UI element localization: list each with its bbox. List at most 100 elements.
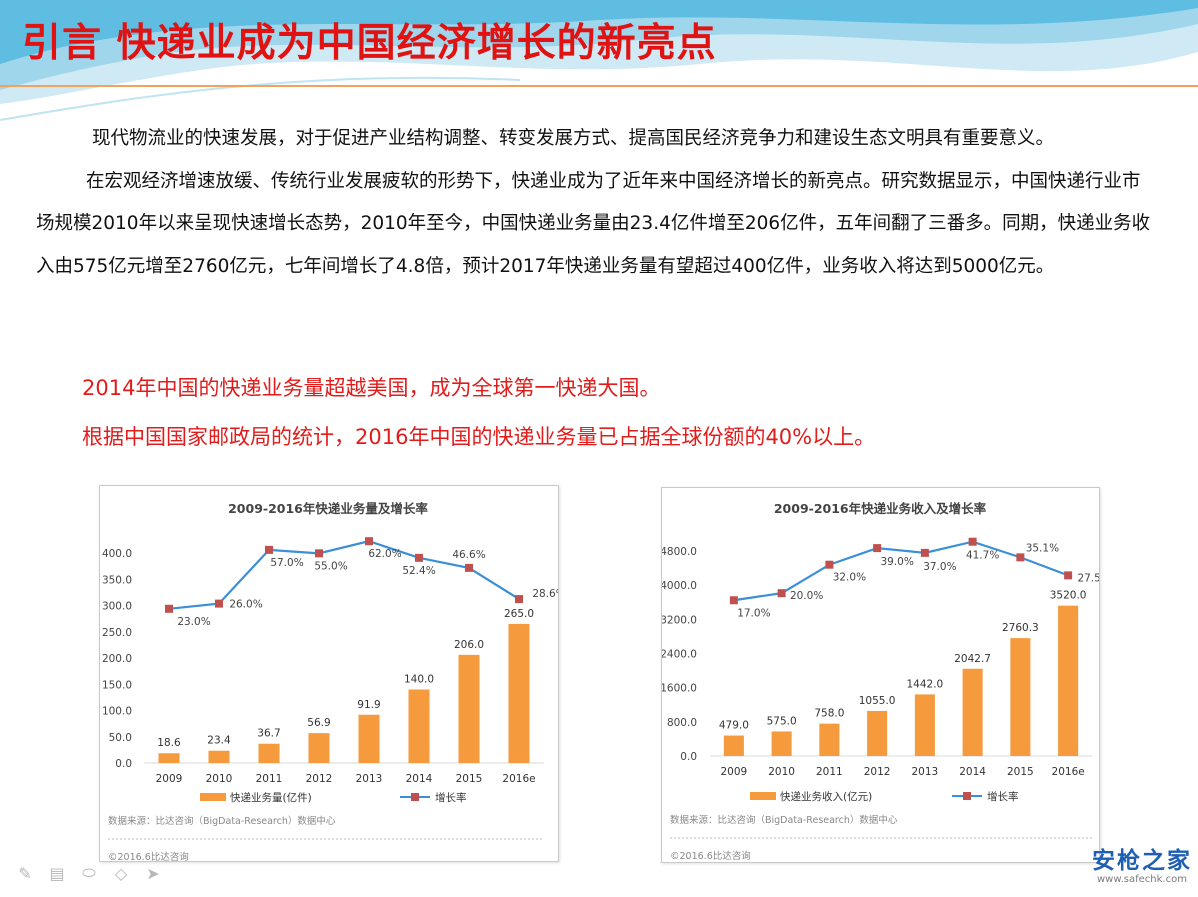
bar-value-label: 140.0 xyxy=(404,674,434,686)
bar-value-label: 1055.0 xyxy=(859,695,896,707)
growth-value-label: 46.6% xyxy=(452,549,485,561)
chart-source: 数据来源：比达咨询（BigData-Research）数据中心 xyxy=(670,814,898,826)
title-divider xyxy=(0,85,1198,87)
header-wave-decoration xyxy=(0,0,1198,121)
chart-card-revenue: 2009-2016年快递业务收入及增长率 0.0 800.0 1600.0 2400.0… xyxy=(661,487,1100,863)
growth-value-label: 23.0% xyxy=(177,616,210,628)
x-tick-label: 2012 xyxy=(306,773,333,785)
growth-value-label: 41.7% xyxy=(966,550,999,562)
bar-value-label: 18.6 xyxy=(157,737,181,749)
y-tick-label: 3200.0 xyxy=(662,614,697,626)
bar-value-label: 575.0 xyxy=(767,715,797,727)
bar-value-label: 265.0 xyxy=(504,608,534,620)
growth-marker xyxy=(777,589,786,598)
x-tick-label: 2009 xyxy=(721,766,748,778)
bar-value-label: 36.7 xyxy=(257,728,280,740)
slides-icon[interactable]: ▤ xyxy=(49,863,65,883)
x-tick-label: 2010 xyxy=(768,766,795,778)
growth-marker xyxy=(1016,553,1025,562)
bar xyxy=(458,654,480,763)
y-tick-label: 0.0 xyxy=(680,751,697,763)
growth-marker xyxy=(515,595,523,604)
growth-marker xyxy=(465,563,473,572)
growth-value-label: 17.0% xyxy=(737,607,770,619)
bar xyxy=(408,689,430,763)
bar xyxy=(208,750,230,763)
bar-value-label: 91.9 xyxy=(357,699,380,711)
growth-value-label: 55.0% xyxy=(314,560,347,572)
bar-value-label: 479.0 xyxy=(719,720,749,732)
bar xyxy=(308,733,330,763)
x-tick-label: 2009 xyxy=(156,773,183,785)
x-tick-label: 2016e xyxy=(1052,766,1085,778)
legend-label-line: 增长率 xyxy=(435,791,467,804)
chart-source: 数据来源：比达咨询（BigData-Research）数据中心 xyxy=(108,815,336,827)
legend-swatch-bar xyxy=(200,793,226,801)
bar xyxy=(158,753,180,763)
body-text: 现代物流业的快速发展，对于促进产业结构调整、转变发展方式、提高国民经济竞争力和建… xyxy=(36,118,1156,288)
bar-value-label: 1442.0 xyxy=(907,678,944,690)
growth-marker xyxy=(873,544,882,553)
bar xyxy=(358,714,380,763)
x-tick-label: 2011 xyxy=(816,766,843,778)
y-tick-label: 50.0 xyxy=(109,732,132,744)
legend-label-line: 增长率 xyxy=(987,790,1019,803)
bar-value-label: 56.9 xyxy=(307,717,330,729)
y-tick-label: 4000.0 xyxy=(662,580,697,592)
bar-value-label: 2042.7 xyxy=(954,653,991,665)
pointer-icon[interactable]: ➤ xyxy=(146,863,160,883)
growth-value-label: 20.0% xyxy=(790,590,823,602)
slideshow-toolbar: ✎ ▤ ⬭ ◇ ➤ xyxy=(14,862,164,884)
x-tick-label: 2014 xyxy=(406,773,433,785)
growth-marker xyxy=(315,549,323,558)
eraser-icon[interactable]: ◇ xyxy=(114,863,128,883)
slide-title: 引言 快递业成为中国经济增长的新亮点 xyxy=(22,21,717,66)
y-tick-label: 2400.0 xyxy=(662,649,697,661)
chart-title: 2009-2016年快递业务收入及增长率 xyxy=(774,501,987,516)
x-tick-label: 2013 xyxy=(356,773,383,785)
growth-value-label: 52.4% xyxy=(402,565,435,577)
x-tick-label: 2013 xyxy=(912,766,939,778)
y-tick-label: 200.0 xyxy=(102,653,132,665)
growth-value-label: 35.1% xyxy=(1026,542,1059,554)
bar xyxy=(867,710,888,756)
watermark-url: www.safechk.com xyxy=(1097,874,1187,885)
y-tick-label: 1600.0 xyxy=(662,683,697,695)
bar xyxy=(819,723,840,756)
legend-swatch-bar xyxy=(750,792,776,800)
y-tick-label: 350.0 xyxy=(102,574,132,586)
y-tick-label: 250.0 xyxy=(102,627,132,639)
revenue-chart: 2009-2016年快递业务收入及增长率 0.0 800.0 1600.0 2400.0… xyxy=(662,501,1099,862)
paragraph-2: 在宏观经济增速放缓、传统行业发展疲软的形势下，快递业成为了近年来中国经济增长的新… xyxy=(36,170,1151,277)
y-tick-label: 4800.0 xyxy=(662,546,697,558)
x-tick-label: 2015 xyxy=(1007,766,1034,778)
chart-card-volume: 2009-2016年快递业务量及增长率 0.0 50.0 100.0 150.0 200.… xyxy=(99,485,559,862)
highlighter-icon[interactable]: ⬭ xyxy=(82,863,96,882)
bar xyxy=(1010,638,1031,756)
growth-marker xyxy=(920,548,929,557)
growth-value-label: 28.6% xyxy=(532,588,558,600)
watermark-text: 安枪之家 xyxy=(1092,848,1192,874)
growth-marker xyxy=(968,537,977,546)
growth-line xyxy=(733,540,1069,602)
legend-marker xyxy=(411,793,419,801)
x-tick-label: 2012 xyxy=(864,766,891,778)
legend-label-bar: 快递业务量(亿件) xyxy=(230,791,312,804)
growth-value-label: 27.5% xyxy=(1077,572,1099,584)
y-tick-label: 400.0 xyxy=(102,548,132,560)
x-tick-label: 2011 xyxy=(256,773,283,785)
growth-marker xyxy=(215,599,223,608)
chart-title: 2009-2016年快递业务量及增长率 xyxy=(228,501,428,516)
bar xyxy=(914,694,935,756)
pen-icon[interactable]: ✎ xyxy=(18,863,32,883)
growth-marker xyxy=(825,560,834,569)
y-tick-label: 150.0 xyxy=(102,679,132,691)
growth-marker xyxy=(365,537,373,546)
growth-marker xyxy=(265,545,273,554)
growth-value-label: 37.0% xyxy=(923,561,956,573)
growth-value-label: 32.0% xyxy=(833,572,866,584)
watermark-logo: 安枪之家 www.safechk.com xyxy=(1092,848,1192,886)
y-tick-label: 0.0 xyxy=(115,758,132,770)
chart-copyright: ©2016.6比达咨询 xyxy=(670,850,751,862)
volume-chart: 2009-2016年快递业务量及增长率 0.0 50.0 100.0 150.0 200.… xyxy=(102,501,558,861)
